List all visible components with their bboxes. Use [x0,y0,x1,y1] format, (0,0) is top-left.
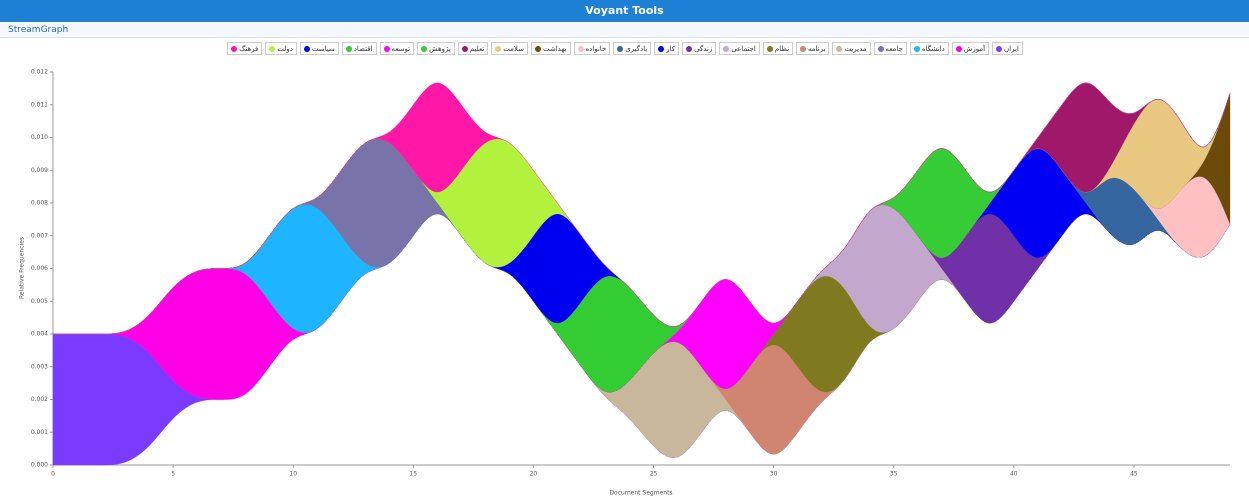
legend-swatch [421,45,428,52]
legend-label: یادگیری [625,44,648,53]
panel-header: StreamGraph [0,22,1249,38]
y-tick-label: 0.001 [31,429,48,436]
x-tick-label: 30 [770,471,778,478]
panel-title[interactable]: StreamGraph [8,25,69,35]
legend-label: اجتماعی [731,44,756,53]
y-tick-label: 0.006 [31,265,48,272]
legend-swatch [495,45,502,52]
y-tick-label: 0.007 [31,232,48,239]
y-tick-label: 0.010 [31,134,48,141]
legend-item[interactable]: اجتماعی [719,42,760,55]
legend-item[interactable]: پژوهش [417,42,455,55]
legend-label: برنامه [808,44,826,53]
x-tick-label: 40 [1010,471,1018,478]
legend-item[interactable]: کار [654,42,680,55]
y-tick-label: 0.002 [31,396,48,403]
legend-label: زندگی [694,44,713,53]
y-tick-label: 0.005 [31,298,48,305]
legend-swatch [836,45,843,52]
legend-swatch [658,45,665,52]
legend-item[interactable]: اقتصاد [341,42,377,55]
legend: ایران آموزش دانشگاه جامعه مدیریت برنامه نظام اج… [60,42,1190,55]
legend-item[interactable]: تعلیم [457,42,489,55]
legend-swatch [383,45,390,52]
legend-item[interactable]: توسعه [379,42,415,55]
legend-item[interactable]: مدیریت [832,42,871,55]
legend-swatch [269,45,276,52]
x-tick-label: 10 [289,471,297,478]
legend-item[interactable]: فرهنگ [227,42,263,55]
x-tick-label: 0 [51,471,55,478]
legend-label: ایران [1004,44,1019,53]
legend-swatch [766,45,773,52]
legend-swatch [913,45,920,52]
legend-item[interactable]: یادگیری [613,42,652,55]
legend-label: مدیریت [844,44,867,53]
stream-layer [53,82,1231,335]
legend-swatch [955,45,962,52]
y-tick-label: 0.009 [31,167,48,174]
x-tick-label: 5 [171,471,175,478]
legend-label: سیاست [311,44,335,53]
legend-item[interactable]: سیاست [299,42,339,55]
legend-swatch [996,45,1003,52]
x-tick-label: 20 [530,471,538,478]
legend-label: اقتصاد [353,44,373,53]
legend-item[interactable]: بهداشت [530,42,571,55]
legend-label: بهداشت [542,44,567,53]
legend-label: توسعه [391,44,411,53]
legend-item[interactable]: سلامت [491,42,528,55]
legend-item[interactable]: دولت [265,42,297,55]
y-axis-label: Relative Frequencies [19,237,26,299]
x-tick-label: 25 [650,471,658,478]
legend-item[interactable]: نظام [762,42,794,55]
legend-label: آموزش [963,44,986,53]
legend-item[interactable]: آموزش [951,42,990,55]
legend-label: سلامت [503,44,524,53]
legend-swatch [723,45,730,52]
legend-label: فرهنگ [239,44,259,53]
legend-item[interactable]: دانشگاه [909,42,949,55]
legend-label: جامعه [885,44,903,53]
x-tick-label: 35 [890,471,898,478]
legend-swatch [800,45,807,52]
y-tick-label: 0.000 [31,462,48,469]
legend-label: کار [666,44,676,53]
x-tick-label: 45 [1130,471,1138,478]
legend-swatch [534,45,541,52]
legend-item[interactable]: جامعه [873,42,907,55]
legend-swatch [686,45,693,52]
legend-swatch [617,45,624,52]
legend-label: دولت [277,44,293,53]
legend-label: نظام [774,44,790,53]
x-tick-label: 15 [409,471,417,478]
app-title: Voyant Tools [585,4,664,17]
legend-swatch [577,45,584,52]
y-tick-label: 0.004 [31,331,48,338]
legend-swatch [345,45,352,52]
legend-label: پژوهش [429,44,451,53]
legend-swatch [231,45,238,52]
y-tick-label: 0.012 [31,69,48,76]
x-axis-label: Document Segments [609,490,672,497]
legend-swatch [461,45,468,52]
legend-swatch [303,45,310,52]
y-tick-label: 0.008 [31,200,48,207]
legend-label: تعلیم [469,44,485,53]
legend-swatch [877,45,884,52]
legend-item[interactable]: برنامه [796,42,830,55]
legend-item[interactable]: زندگی [682,42,717,55]
y-tick-label: 0.003 [31,363,48,370]
legend-label: دانشگاه [921,44,945,53]
legend-item[interactable]: خانواده [573,42,611,55]
legend-label: خانواده [585,44,607,53]
legend-item[interactable]: ایران [992,42,1023,55]
app-title-bar: Voyant Tools [0,0,1249,22]
y-tick-label: 0.011 [31,101,48,108]
